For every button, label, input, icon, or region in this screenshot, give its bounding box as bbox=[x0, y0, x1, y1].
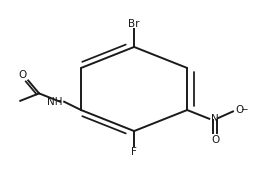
Text: Br: Br bbox=[128, 19, 140, 28]
Text: O: O bbox=[235, 105, 243, 115]
Text: O: O bbox=[211, 135, 219, 145]
Text: NH: NH bbox=[47, 97, 63, 107]
Text: O: O bbox=[19, 70, 27, 80]
Text: F: F bbox=[131, 147, 137, 157]
Text: N: N bbox=[211, 114, 218, 124]
Text: −: − bbox=[240, 104, 247, 113]
